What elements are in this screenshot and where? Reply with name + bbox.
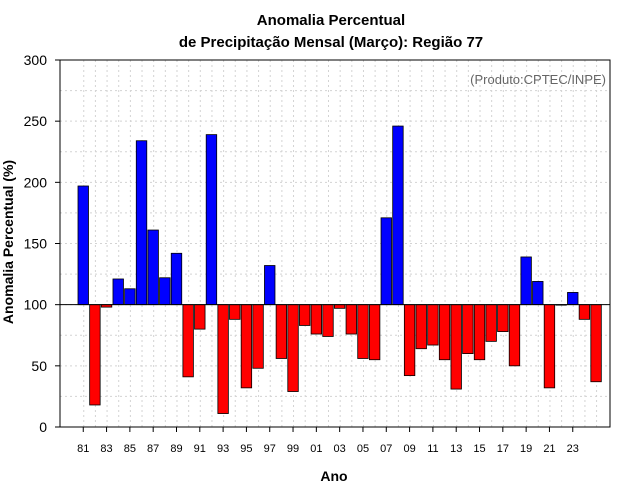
bar — [147, 229, 159, 306]
x-tick-label: 03 — [334, 443, 346, 455]
x-tick-label: 07 — [380, 443, 392, 455]
bar — [368, 304, 381, 361]
x-axis: 81 83 85 87 89 91 93 95 97 99 01 03 05 07 09 11 13 15 17 19… — [77, 427, 579, 455]
bar — [497, 304, 509, 332]
x-tick-label: 93 — [217, 443, 229, 455]
bar — [520, 256, 532, 306]
bar — [275, 304, 288, 359]
bar — [264, 265, 276, 306]
bar — [392, 125, 404, 306]
bar — [567, 292, 579, 306]
x-tick-label: 81 — [77, 443, 89, 455]
bar — [578, 304, 591, 320]
y-tick-label: 300 — [24, 52, 48, 68]
x-tick-label: 09 — [403, 443, 415, 455]
bar — [205, 134, 218, 306]
bar — [182, 304, 194, 378]
chart-title-line1: Anomalia Percentual — [257, 12, 405, 29]
bars — [77, 125, 602, 414]
bar — [415, 304, 427, 350]
x-tick-label: 11 — [427, 443, 438, 455]
bar — [299, 304, 311, 326]
bar — [170, 252, 183, 306]
y-tick-label: 150 — [24, 236, 48, 252]
y-tick-label: 50 — [31, 358, 47, 374]
y-axis: 0 50 100 150 200 250 300 — [24, 52, 60, 435]
x-tick-label: 23 — [567, 443, 579, 455]
bar — [532, 281, 544, 306]
bar — [217, 304, 229, 414]
x-tick-label: 85 — [124, 443, 136, 455]
bar — [159, 277, 171, 306]
bar — [124, 288, 136, 306]
bar — [287, 304, 299, 392]
x-tick-label: 21 — [543, 443, 555, 455]
bar — [427, 304, 439, 346]
bar — [590, 304, 602, 383]
bar — [240, 304, 253, 389]
x-tick-label: 15 — [473, 443, 485, 455]
source-annotation: (Produto:CPTEC/INPE) — [470, 72, 606, 87]
bar — [357, 304, 369, 359]
x-tick-label: 13 — [450, 443, 462, 455]
y-tick-label: 100 — [24, 297, 48, 313]
x-tick-label: 91 — [194, 443, 206, 455]
y-tick-label: 200 — [24, 174, 48, 190]
x-tick-label: 19 — [520, 443, 532, 455]
bar — [345, 304, 357, 335]
bar — [450, 304, 462, 390]
bar — [112, 278, 124, 306]
x-tick-label: 17 — [497, 443, 509, 455]
x-tick-label: 95 — [240, 443, 252, 455]
bar — [77, 185, 89, 306]
bar — [334, 304, 346, 309]
x-tick-label: 05 — [357, 443, 369, 455]
bar — [229, 304, 241, 320]
y-tick-label: 0 — [39, 419, 47, 435]
bar — [485, 304, 497, 342]
bar — [310, 304, 323, 335]
bar — [438, 304, 451, 361]
bar — [135, 140, 148, 306]
bar — [403, 304, 416, 377]
y-axis-label: Anomalia Percentual (%) — [0, 160, 16, 324]
bar — [194, 304, 206, 330]
x-tick-label: 89 — [170, 443, 182, 455]
bar — [543, 304, 556, 389]
x-tick-label: 01 — [310, 443, 322, 455]
x-tick-label: 83 — [100, 443, 112, 455]
x-tick-label: 87 — [147, 443, 159, 455]
bar — [89, 304, 101, 406]
bar — [322, 304, 334, 337]
x-tick-label: 99 — [287, 443, 299, 455]
bar — [462, 304, 474, 355]
chart-title-line2: de Precipitação Mensal (Março): Região 7… — [179, 34, 483, 51]
bar — [380, 217, 392, 306]
x-tick-label: 97 — [264, 443, 276, 455]
x-axis-label: Ano — [320, 468, 347, 484]
bar — [252, 304, 264, 369]
y-tick-label: 250 — [24, 113, 48, 129]
bar — [473, 304, 486, 361]
bar — [508, 304, 521, 367]
